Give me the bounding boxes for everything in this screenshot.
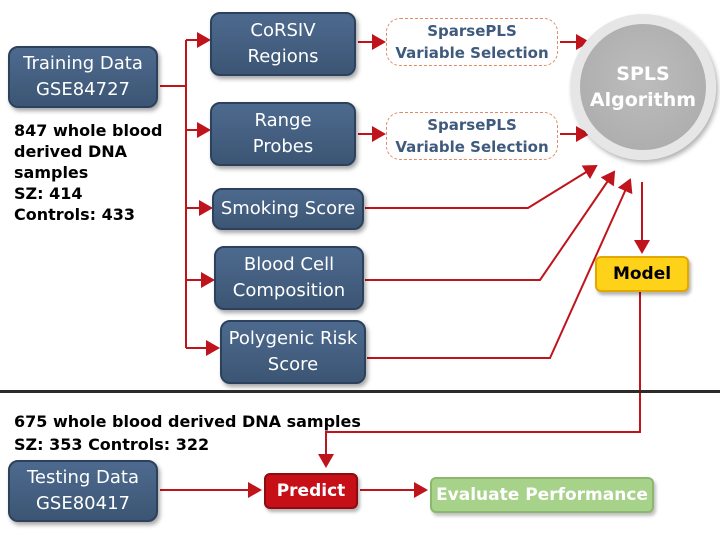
training-data-box: Training Data GSE84727 <box>8 46 158 108</box>
evaluate-performance-label: Evaluate Performance <box>436 485 648 505</box>
polygenic-risk-score-box: Polygenic Risk Score <box>220 320 366 384</box>
blood-cell-composition-box: Blood Cell Composition <box>214 246 364 310</box>
range-probes-line1: Range <box>254 110 312 131</box>
training-info-line: 847 whole blood <box>14 121 163 140</box>
section-divider <box>0 390 720 393</box>
sparsepls-title: SparsePLS <box>427 116 517 134</box>
testing-data-title: Testing Data <box>27 467 139 488</box>
polygenic-risk-line1: Polygenic Risk <box>228 328 358 349</box>
corsiv-regions-line1: CoRSIV <box>250 20 316 41</box>
training-info-controls: Controls: 433 <box>14 205 136 224</box>
training-info-sz: SZ: 414 <box>14 184 83 203</box>
sparsepls-box-corsiv: SparsePLS Variable Selection <box>386 18 558 66</box>
corsiv-regions-box: CoRSIV Regions <box>210 12 356 76</box>
testing-info-counts: SZ: 353 Controls: 322 <box>14 435 210 454</box>
training-info-line: samples <box>14 163 89 182</box>
sparsepls-subtitle: Variable Selection <box>395 44 549 62</box>
arrow-prs-to-algorithm <box>367 178 633 359</box>
smoking-score-label: Smoking Score <box>220 198 356 219</box>
training-data-title: Training Data <box>23 53 143 74</box>
blood-cell-line2: Composition <box>232 280 346 301</box>
training-info-line: derived DNA <box>14 142 128 161</box>
sparsepls-box-range: SparsePLS Variable Selection <box>386 112 558 160</box>
arrow-smoking-to-algorithm <box>365 164 598 209</box>
range-probes-line2: Probes <box>252 136 314 157</box>
testing-info-line: 675 whole blood derived DNA samples <box>14 412 361 431</box>
model-label: Model <box>612 264 672 284</box>
sparsepls-title: SparsePLS <box>427 22 517 40</box>
training-info: 847 whole blood derived DNA samples SZ: … <box>14 120 162 225</box>
smoking-score-box: Smoking Score <box>212 188 364 230</box>
polygenic-risk-line2: Score <box>267 354 319 375</box>
corsiv-regions-line2: Regions <box>247 46 319 67</box>
spls-algorithm-circle: SPLS Algorithm <box>570 14 716 160</box>
testing-data-box: Testing Data GSE80417 <box>8 460 158 522</box>
training-data-accession: GSE84727 <box>35 79 130 100</box>
predict-label: Predict <box>276 481 346 501</box>
blood-cell-line1: Blood Cell <box>243 254 335 275</box>
arrow-blood-to-algorithm <box>365 170 616 281</box>
testing-info: 675 whole blood derived DNA samples SZ: … <box>14 410 361 456</box>
spls-algorithm-line2: Algorithm <box>589 89 697 111</box>
model-box: Model <box>595 256 689 292</box>
sparsepls-subtitle: Variable Selection <box>395 138 549 156</box>
arrow-model-to-predict <box>318 292 641 468</box>
testing-data-accession: GSE80417 <box>35 493 130 514</box>
evaluate-performance-box: Evaluate Performance <box>430 477 654 513</box>
range-probes-box: Range Probes <box>210 102 356 166</box>
spls-algorithm-line1: SPLS <box>616 63 670 85</box>
predict-box: Predict <box>264 473 358 509</box>
